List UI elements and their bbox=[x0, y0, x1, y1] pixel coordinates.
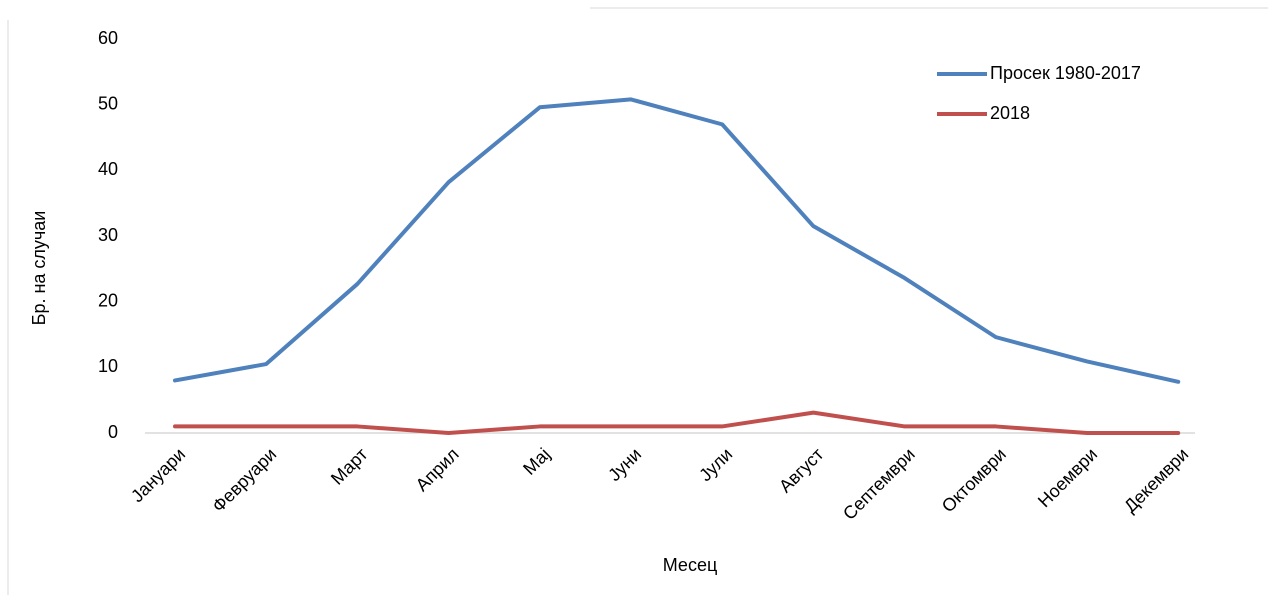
x-axis-label: Месец bbox=[663, 555, 718, 575]
x-tick-label: Септември bbox=[839, 444, 919, 524]
x-tick-label: Февруари bbox=[208, 444, 280, 516]
x-tick-label: Мај bbox=[519, 444, 554, 479]
x-tick-label: Декември bbox=[1120, 444, 1192, 516]
series-line bbox=[173, 410, 1181, 435]
x-tick-label: Март bbox=[327, 444, 372, 489]
y-axis-label: Бр. на случаи bbox=[29, 211, 49, 326]
y-tick-label: 10 bbox=[98, 356, 118, 376]
legend-label: 2018 bbox=[990, 103, 1030, 123]
x-tick-label: Јуни bbox=[604, 444, 645, 485]
x-tick-label: Август bbox=[775, 444, 827, 496]
x-tick-label: Јули bbox=[695, 444, 736, 485]
y-tick-label: 20 bbox=[98, 290, 118, 310]
y-tick-label: 50 bbox=[98, 93, 118, 113]
x-tick-label: Јануари bbox=[127, 444, 189, 506]
y-tick-label: 40 bbox=[98, 159, 118, 179]
x-tick-label: Април bbox=[412, 444, 463, 495]
x-tick-label: Ноември bbox=[1034, 444, 1101, 511]
y-tick-label: 30 bbox=[98, 225, 118, 245]
x-tick-label: Октомври bbox=[938, 444, 1010, 516]
y-tick-label: 0 bbox=[108, 422, 118, 442]
y-tick-label: 60 bbox=[98, 28, 118, 48]
legend-label: Просек 1980-2017 bbox=[990, 63, 1141, 83]
series-line bbox=[173, 97, 1181, 384]
